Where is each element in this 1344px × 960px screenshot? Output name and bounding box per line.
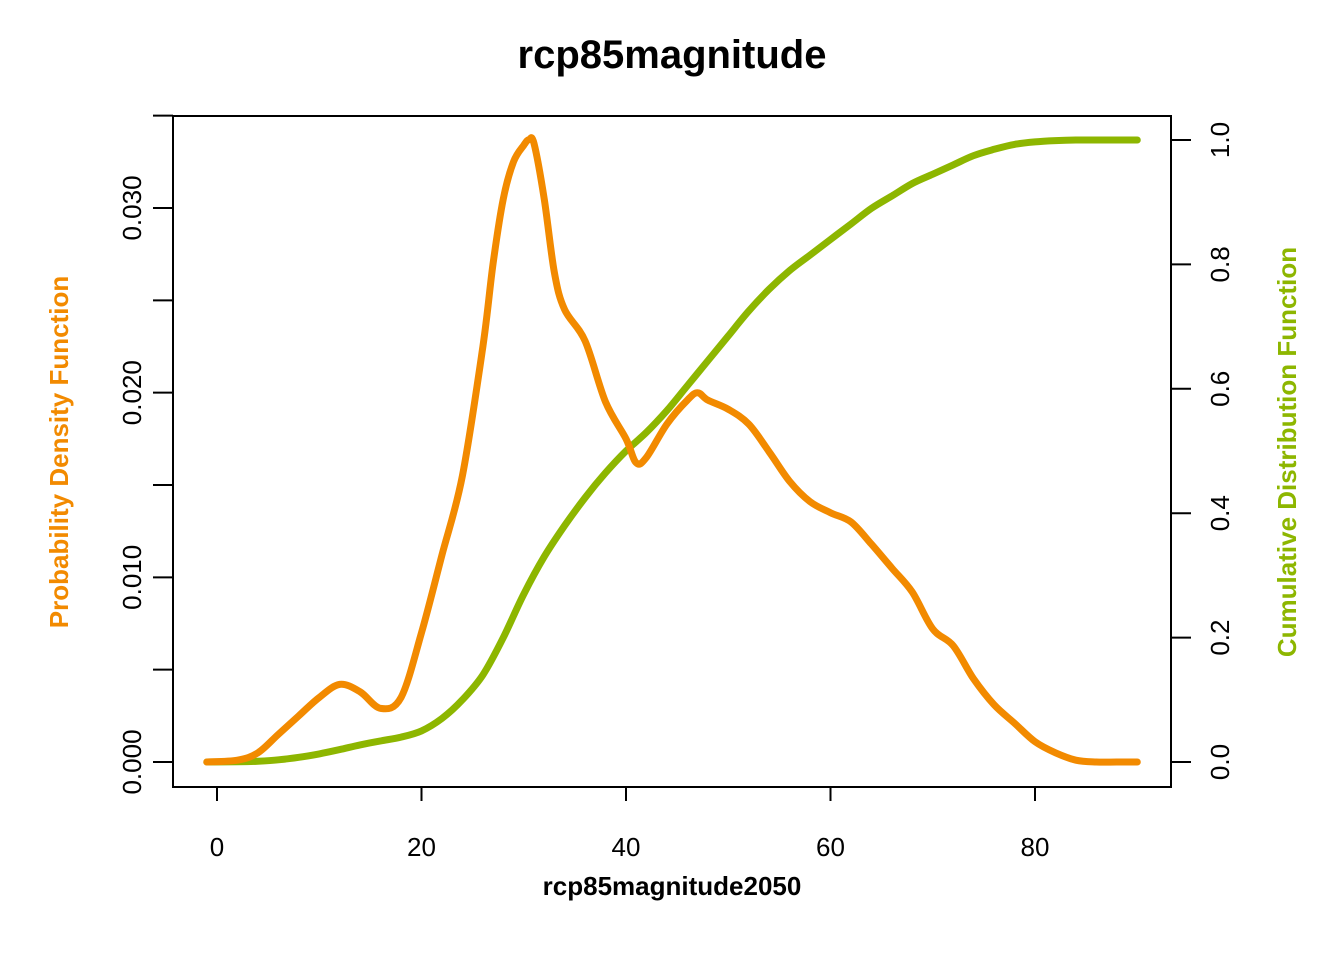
y-axis-left: 0.000 0.010 0.020 0.030	[117, 114, 174, 795]
y-right-tick-label: 1.0	[1205, 122, 1235, 158]
y-axis-left-label: Probability Density Function	[44, 276, 74, 628]
x-tick-label: 40	[612, 832, 641, 862]
y-right-tick-label: 0.2	[1205, 620, 1235, 656]
cdf-series-line	[203, 136, 1141, 766]
x-tick-label: 0	[210, 832, 224, 862]
y-axis-right: 0.0 0.2 0.4 0.6 0.8 1.0	[1170, 122, 1235, 780]
plot-area-box	[172, 115, 1172, 788]
series-layer	[203, 134, 1141, 766]
y-axis-right-label: Cumulative Distribution Function	[1272, 247, 1302, 657]
y-right-tick-label: 0.6	[1205, 371, 1235, 407]
y-right-tick-label: 0.8	[1205, 246, 1235, 282]
y-left-tick-label: 0.010	[117, 545, 147, 610]
chart-title: rcp85magnitude	[518, 33, 827, 77]
x-axis-label: rcp85magnitude2050	[543, 871, 802, 901]
x-axis: 0 20 40 60 80	[210, 786, 1050, 862]
y-left-tick-label: 0.020	[117, 360, 147, 425]
x-tick-label: 20	[407, 832, 436, 862]
y-right-tick-label: 0.0	[1205, 744, 1235, 780]
y-left-tick-label: 0.030	[117, 175, 147, 240]
pdf-series-line	[203, 134, 1141, 766]
y-left-tick-label: 0.000	[117, 729, 147, 794]
x-tick-label: 60	[816, 832, 845, 862]
x-tick-label: 80	[1021, 832, 1050, 862]
y-right-tick-label: 0.4	[1205, 495, 1235, 531]
